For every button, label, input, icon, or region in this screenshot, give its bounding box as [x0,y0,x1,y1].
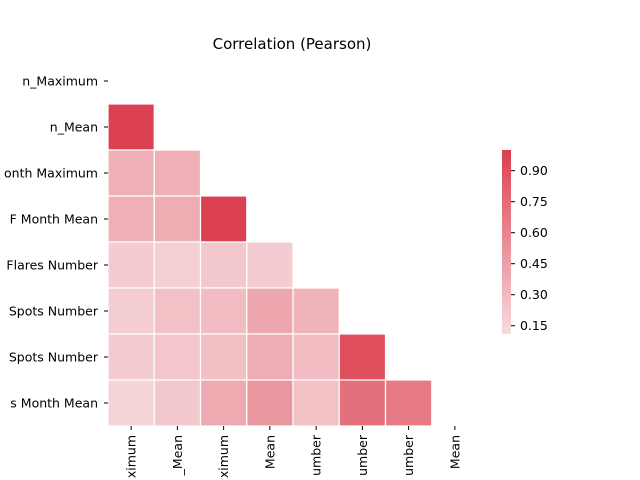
heatmap-cell [292,287,340,335]
heatmap-cell [338,379,387,427]
heatmap-cell [107,103,155,151]
row-label: Spots Number [9,304,99,319]
heatmap-cell [107,195,155,243]
heatmap-cell [246,241,294,289]
colorbar-tick-label: 0.90 [520,163,548,178]
heatmap-cell [292,333,340,381]
heatmap-cell [199,241,248,289]
heatmap-cell [153,241,202,289]
heatmap-cell [107,287,155,335]
heatmap-cell [199,379,248,427]
row-label: s Month Mean [10,396,98,411]
colorbar-tick-label: 0.60 [520,225,548,240]
heatmap-cell [153,195,202,243]
column-label: umber [309,434,324,476]
column-label: ximum [216,435,231,478]
row-label: Spots Number [9,350,99,365]
column-label: Mean [262,435,277,469]
colorbar: 0.15 0.30 0.45 0.60 0.75 0.90 [502,150,548,334]
heatmap-cell [153,333,202,381]
colorbar-tick-label: 0.75 [520,194,548,209]
column-label: Mean [447,435,462,469]
colorbar-gradient [502,150,511,334]
heatmap-cell [199,195,248,243]
colorbar-tick-label: 0.15 [520,318,548,333]
column-labels: ximum _Mean ximum Mean umber umber umber Mean [124,426,462,478]
heatmap-cell [246,379,294,427]
row-label: n_Mean [50,120,98,135]
chart-title: Correlation (Pearson) [213,35,372,53]
row-label: n_Maximum [22,74,98,89]
heatmap-cell [153,379,202,427]
heatmap-cells [107,103,433,427]
heatmap-cell [107,241,155,289]
heatmap-cell [107,379,155,427]
heatmap-cell [153,149,202,197]
heatmap-cell [199,287,248,335]
heatmap-cell [246,287,294,335]
heatmap-cell [199,333,248,381]
heatmap-cell [292,379,340,427]
colorbar-tick-label: 0.30 [520,287,548,302]
heatmap-cell [107,149,155,197]
column-label: ximum [124,435,139,478]
colorbar-tick-label: 0.45 [520,256,548,271]
column-label: umber [355,434,370,476]
heatmap-cell [246,333,294,381]
row-label: onth Maximum [4,166,98,181]
column-label: _Mean [170,435,185,476]
heatmap-cell [384,379,433,427]
heatmap-cell [107,333,155,381]
column-label: umber [401,434,416,476]
heatmap-cell [153,287,202,335]
row-label: Flares Number [6,258,98,273]
heatmap-cell [338,333,387,381]
row-label: F Month Mean [10,212,98,227]
